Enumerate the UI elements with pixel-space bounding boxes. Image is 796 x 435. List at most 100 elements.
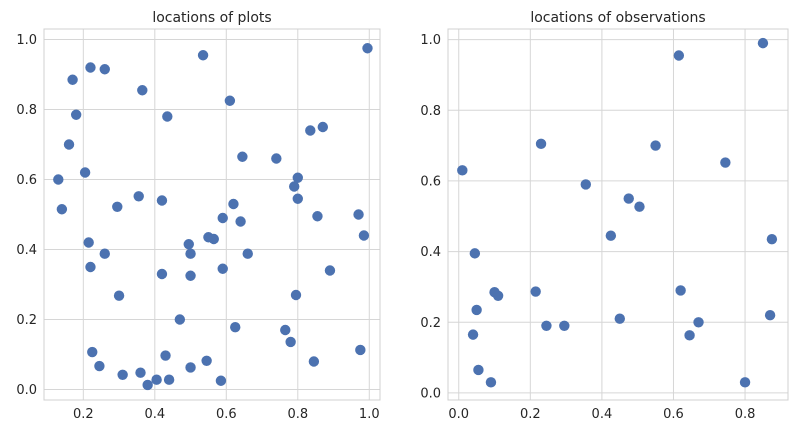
- plots-data-point: [317, 121, 329, 133]
- observations-x-tick-label: 0.2: [520, 407, 541, 422]
- plots-data-point: [163, 374, 175, 385]
- observations-data-point: [473, 364, 484, 376]
- observations-scatter-panel: locations of observations 0.0 0.2 0.4 0.6 0.…: [420, 10, 789, 422]
- plots-data-point: [292, 193, 303, 204]
- plots-data-point: [87, 346, 98, 358]
- plots-x-tick-label: 0.8: [287, 407, 308, 422]
- plots-data-point: [362, 43, 373, 54]
- observations-data-point: [559, 320, 570, 331]
- plots-data-point: [228, 198, 239, 210]
- plots-data-point: [142, 379, 153, 391]
- plots-y-tick-label: 0.8: [16, 103, 37, 118]
- plots-data-point: [83, 237, 94, 248]
- plots-data-point: [312, 211, 323, 222]
- observations-data-point: [467, 329, 479, 340]
- plots-data-point: [208, 233, 219, 245]
- observations-x-tick-label: 0.8: [735, 407, 756, 422]
- observations-x-tick-label: 0.6: [663, 407, 684, 422]
- plots-data-point: [280, 324, 291, 336]
- plots-data-point: [217, 212, 228, 224]
- plots-data-point: [292, 172, 303, 183]
- observations-x-tick-label: 0.0: [448, 407, 469, 422]
- plots-data-point: [94, 360, 105, 372]
- plots-data-point: [99, 248, 110, 259]
- observations-data-point: [541, 320, 552, 331]
- observations-data-point: [530, 286, 541, 297]
- plots-data-point: [285, 336, 296, 348]
- plots-data-point: [112, 201, 123, 212]
- plots-data-point: [185, 362, 196, 373]
- plots-chart-title: locations of plots: [152, 10, 271, 26]
- plots-data-point: [353, 209, 364, 220]
- plots-x-tick-label: 1.0: [359, 407, 380, 422]
- plots-data-point: [70, 109, 82, 120]
- observations-y-tick-label: 0.2: [420, 316, 441, 331]
- plots-data-point: [358, 230, 370, 241]
- plots-x-tick-label: 0.6: [216, 407, 237, 422]
- plots-data-point: [242, 248, 253, 259]
- plots-data-point: [151, 374, 162, 385]
- plots-data-point: [235, 216, 246, 227]
- plots-data-point: [217, 263, 228, 274]
- plots-data-point: [237, 151, 248, 162]
- observations-y-tick-label: 0.4: [420, 245, 441, 260]
- plots-data-point: [289, 181, 300, 192]
- observations-data-point: [605, 230, 617, 241]
- plots-data-point: [224, 95, 236, 106]
- observations-data-point: [650, 140, 661, 151]
- observations-data-point: [580, 179, 591, 190]
- plots-data-point: [85, 261, 96, 273]
- observations-data-point: [492, 290, 504, 301]
- observations-data-point: [757, 37, 769, 49]
- plots-data-point: [185, 248, 196, 259]
- plots-data-point: [197, 50, 209, 61]
- plots-data-point: [174, 314, 186, 325]
- observations-data-point: [457, 165, 468, 176]
- plots-data-point: [162, 111, 173, 122]
- observations-y-tick-label: 0.0: [420, 386, 441, 401]
- plots-data-point: [230, 322, 241, 333]
- observations-x-tick-label: 0.4: [592, 407, 613, 422]
- plots-y-tick-label: 0.6: [16, 173, 37, 188]
- plots-data-point: [324, 265, 336, 276]
- plots-data-point: [117, 369, 128, 380]
- plots-y-tick-label: 1.0: [16, 33, 37, 48]
- observations-data-point: [535, 138, 547, 150]
- observations-y-tick-label: 1.0: [420, 33, 441, 48]
- plots-data-point: [79, 167, 91, 178]
- plots-data-point: [63, 139, 75, 150]
- observations-data-point: [764, 310, 776, 321]
- observations-data-point: [469, 248, 481, 259]
- plots-data-point: [85, 62, 96, 73]
- plots-data-point: [56, 204, 68, 215]
- observations-data-point: [614, 313, 625, 324]
- plots-data-point: [185, 270, 196, 281]
- plots-data-point: [305, 125, 316, 136]
- observations-data-point: [675, 285, 686, 296]
- plots-x-tick-label: 0.4: [144, 407, 165, 422]
- observations-plot-area: [447, 28, 789, 401]
- plots-data-point: [113, 290, 125, 301]
- plots-data-point: [183, 239, 194, 250]
- plots-data-point: [160, 350, 171, 361]
- observations-y-tick-label: 0.6: [420, 174, 441, 189]
- observations-data-point: [634, 201, 645, 212]
- observations-data-point: [673, 50, 685, 61]
- plots-data-point: [308, 356, 320, 367]
- plots-data-point: [355, 344, 366, 356]
- plots-data-point: [156, 268, 168, 280]
- observations-data-point: [485, 377, 497, 388]
- plots-data-point: [67, 74, 78, 85]
- plots-data-point: [137, 85, 148, 96]
- plots-data-point: [133, 191, 144, 202]
- plots-data-point: [99, 64, 110, 75]
- plots-data-point: [201, 355, 212, 366]
- plots-x-tick-label: 0.2: [73, 407, 94, 422]
- observations-data-point: [684, 330, 695, 341]
- observations-data-point: [720, 157, 731, 168]
- plots-plot-area: [43, 28, 381, 401]
- plots-data-point: [53, 174, 64, 185]
- plots-y-tick-label: 0.2: [16, 313, 37, 328]
- observations-chart-title: locations of observations: [530, 10, 705, 26]
- plots-y-tick-label: 0.4: [16, 243, 37, 258]
